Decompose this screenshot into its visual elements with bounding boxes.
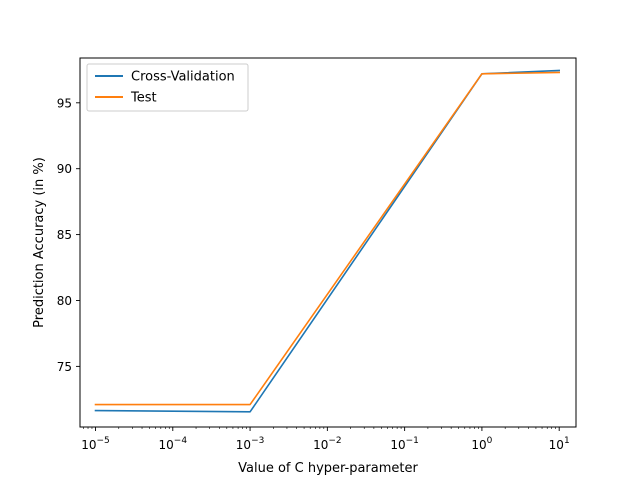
x-axis-label: Value of C hyper-parameter <box>238 461 418 476</box>
legend-label-cross-validation: Cross-Validation <box>131 70 235 85</box>
legend-box <box>86 63 249 112</box>
series-line-cross-validation <box>94 69 561 413</box>
y-tick-label: 80 <box>57 294 72 308</box>
x-tick-label: 10−4 <box>159 436 188 452</box>
y-tick-label: 90 <box>57 162 72 176</box>
x-tick-label: 101 <box>549 436 570 452</box>
x-tick-label: 10−1 <box>390 436 419 452</box>
y-tick-label: 95 <box>57 96 72 110</box>
y-tick-label: 75 <box>57 360 72 374</box>
plot-frame <box>79 57 577 428</box>
x-tick-label: 10−3 <box>236 436 265 452</box>
x-tick-label: 10−2 <box>313 436 342 452</box>
x-axis: 10−5 10−4 10−3 10−2 10−1 100 101 <box>81 427 570 452</box>
y-tick-label: 85 <box>57 228 72 242</box>
series-layer <box>94 69 561 413</box>
plot-background <box>80 58 576 427</box>
y-axis-label: Prediction Accuracy (in %) <box>32 157 47 328</box>
x-tick-label: 100 <box>471 436 492 452</box>
y-axis: 75 80 85 90 95 <box>57 96 80 374</box>
legend: Cross-Validation Test <box>86 63 249 112</box>
legend-label-test: Test <box>130 91 157 106</box>
series-line-test <box>94 71 561 406</box>
x-tick-label: 10−5 <box>81 436 110 452</box>
